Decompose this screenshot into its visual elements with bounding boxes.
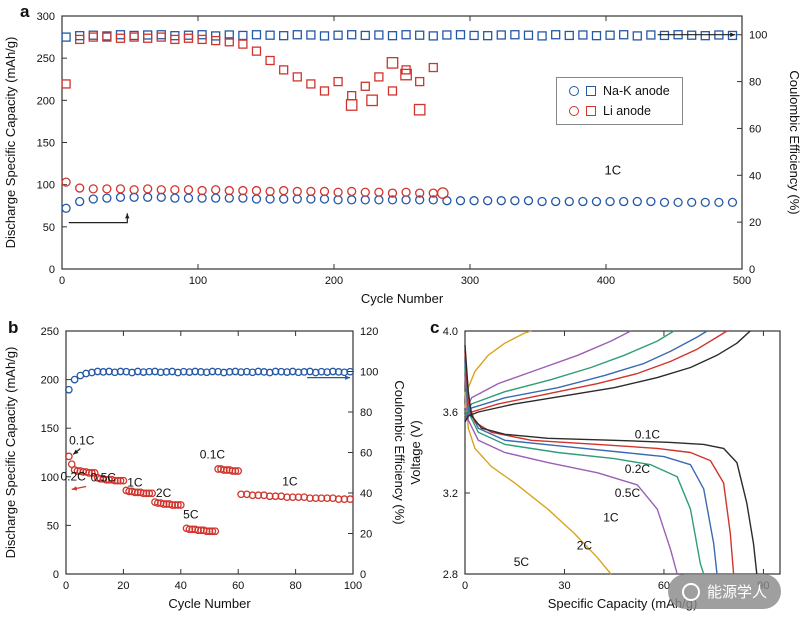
svg-text:100: 100	[37, 180, 55, 192]
svg-text:0: 0	[462, 580, 468, 592]
svg-text:40: 40	[175, 580, 187, 592]
nak-square-marker-icon	[586, 86, 596, 96]
svg-text:0.1C: 0.1C	[635, 427, 661, 441]
svg-text:3.2: 3.2	[443, 488, 458, 500]
svg-text:1C: 1C	[127, 476, 143, 490]
svg-text:1C: 1C	[282, 475, 298, 489]
watermark-badge: 能源学人	[668, 574, 782, 609]
svg-text:0: 0	[749, 264, 755, 276]
svg-text:80: 80	[749, 77, 761, 89]
svg-text:3.6: 3.6	[443, 407, 458, 419]
svg-text:200: 200	[41, 375, 59, 387]
svg-text:300: 300	[37, 11, 55, 23]
svg-text:Discharge Specific Capacity (m: Discharge Specific Capacity (mAh/g)	[3, 37, 18, 249]
svg-text:0: 0	[53, 569, 59, 581]
svg-text:40: 40	[360, 488, 372, 500]
panel-letter-c: c	[430, 318, 440, 337]
svg-text:Cycle Number: Cycle Number	[361, 291, 444, 306]
svg-text:0.1C: 0.1C	[200, 447, 226, 461]
svg-text:60: 60	[658, 580, 670, 592]
svg-text:Coulombic Efficiency (%): Coulombic Efficiency (%)	[392, 380, 405, 524]
legend-row-nak: Na-K anode	[569, 84, 670, 98]
svg-text:Cycle Number: Cycle Number	[168, 596, 251, 611]
watermark-logo-icon	[682, 582, 700, 601]
svg-text:Specific Capacity (mAh/g): Specific Capacity (mAh/g)	[548, 596, 698, 611]
svg-text:250: 250	[37, 53, 55, 65]
svg-text:100: 100	[360, 367, 378, 379]
svg-text:30: 30	[558, 580, 570, 592]
svg-text:Discharge Specific Capacity (m: Discharge Specific Capacity (mAh/g)	[3, 347, 18, 559]
svg-text:100: 100	[344, 580, 362, 592]
svg-text:Coulombic Efficiency (%): Coulombic Efficiency (%)	[787, 70, 800, 214]
svg-text:200: 200	[37, 95, 55, 107]
svg-text:0: 0	[360, 569, 366, 581]
watermark-text: 能源学人	[707, 584, 768, 601]
svg-text:0.2C: 0.2C	[60, 470, 86, 484]
svg-text:2.8: 2.8	[443, 569, 458, 581]
panel-letter-b: b	[8, 318, 19, 337]
svg-text:400: 400	[597, 275, 615, 287]
legend-box: Na-K anode Li anode	[556, 77, 683, 125]
svg-text:500: 500	[733, 275, 751, 287]
svg-text:250: 250	[41, 326, 59, 338]
svg-text:0.5C: 0.5C	[615, 486, 641, 500]
svg-text:150: 150	[37, 138, 55, 150]
legend-label-li: Li anode	[603, 104, 651, 118]
svg-text:2C: 2C	[577, 539, 593, 553]
svg-text:0: 0	[49, 264, 55, 276]
svg-text:40: 40	[749, 170, 761, 182]
svg-text:50: 50	[43, 222, 55, 234]
svg-text:20: 20	[749, 217, 761, 229]
svg-text:100: 100	[41, 472, 59, 484]
panel-b-rate-chart: 0 20 40 60 80 1000501001502002500204060801001…	[3, 326, 405, 611]
legend-label-nak: Na-K anode	[603, 84, 670, 98]
nak-circle-marker-icon	[569, 86, 579, 96]
svg-text:0.1C: 0.1C	[69, 434, 95, 448]
li-square-marker-icon	[586, 106, 596, 116]
svg-text:20: 20	[117, 580, 129, 592]
svg-text:200: 200	[325, 275, 343, 287]
svg-text:1C: 1C	[603, 510, 619, 524]
svg-text:100: 100	[189, 275, 207, 287]
svg-text:0: 0	[59, 275, 65, 287]
svg-text:120: 120	[360, 326, 378, 338]
svg-text:5C: 5C	[514, 555, 530, 569]
svg-text:1C: 1C	[604, 163, 621, 178]
svg-text:60: 60	[232, 580, 244, 592]
svg-text:80: 80	[289, 580, 301, 592]
svg-text:0: 0	[63, 580, 69, 592]
svg-text:20: 20	[360, 529, 372, 541]
svg-text:0.2C: 0.2C	[625, 462, 651, 476]
svg-text:100: 100	[749, 30, 767, 42]
svg-text:50: 50	[47, 520, 59, 532]
panel-letter-a: a	[20, 2, 30, 21]
svg-text:300: 300	[461, 275, 479, 287]
svg-text:60: 60	[749, 123, 761, 135]
svg-text:150: 150	[41, 423, 59, 435]
svg-text:60: 60	[360, 448, 372, 460]
panel-a-cycling-chart: 0 100 200 300 400 500050100150200250300020406…	[3, 11, 800, 306]
svg-text:80: 80	[360, 407, 372, 419]
svg-text:Voltage (V): Voltage (V)	[408, 420, 423, 484]
svg-text:0.5C: 0.5C	[91, 471, 117, 485]
li-circle-marker-icon	[569, 106, 579, 116]
svg-text:4.0: 4.0	[443, 326, 458, 338]
svg-text:2C: 2C	[156, 486, 172, 500]
svg-text:5C: 5C	[183, 508, 199, 522]
legend-row-li: Li anode	[569, 104, 670, 118]
